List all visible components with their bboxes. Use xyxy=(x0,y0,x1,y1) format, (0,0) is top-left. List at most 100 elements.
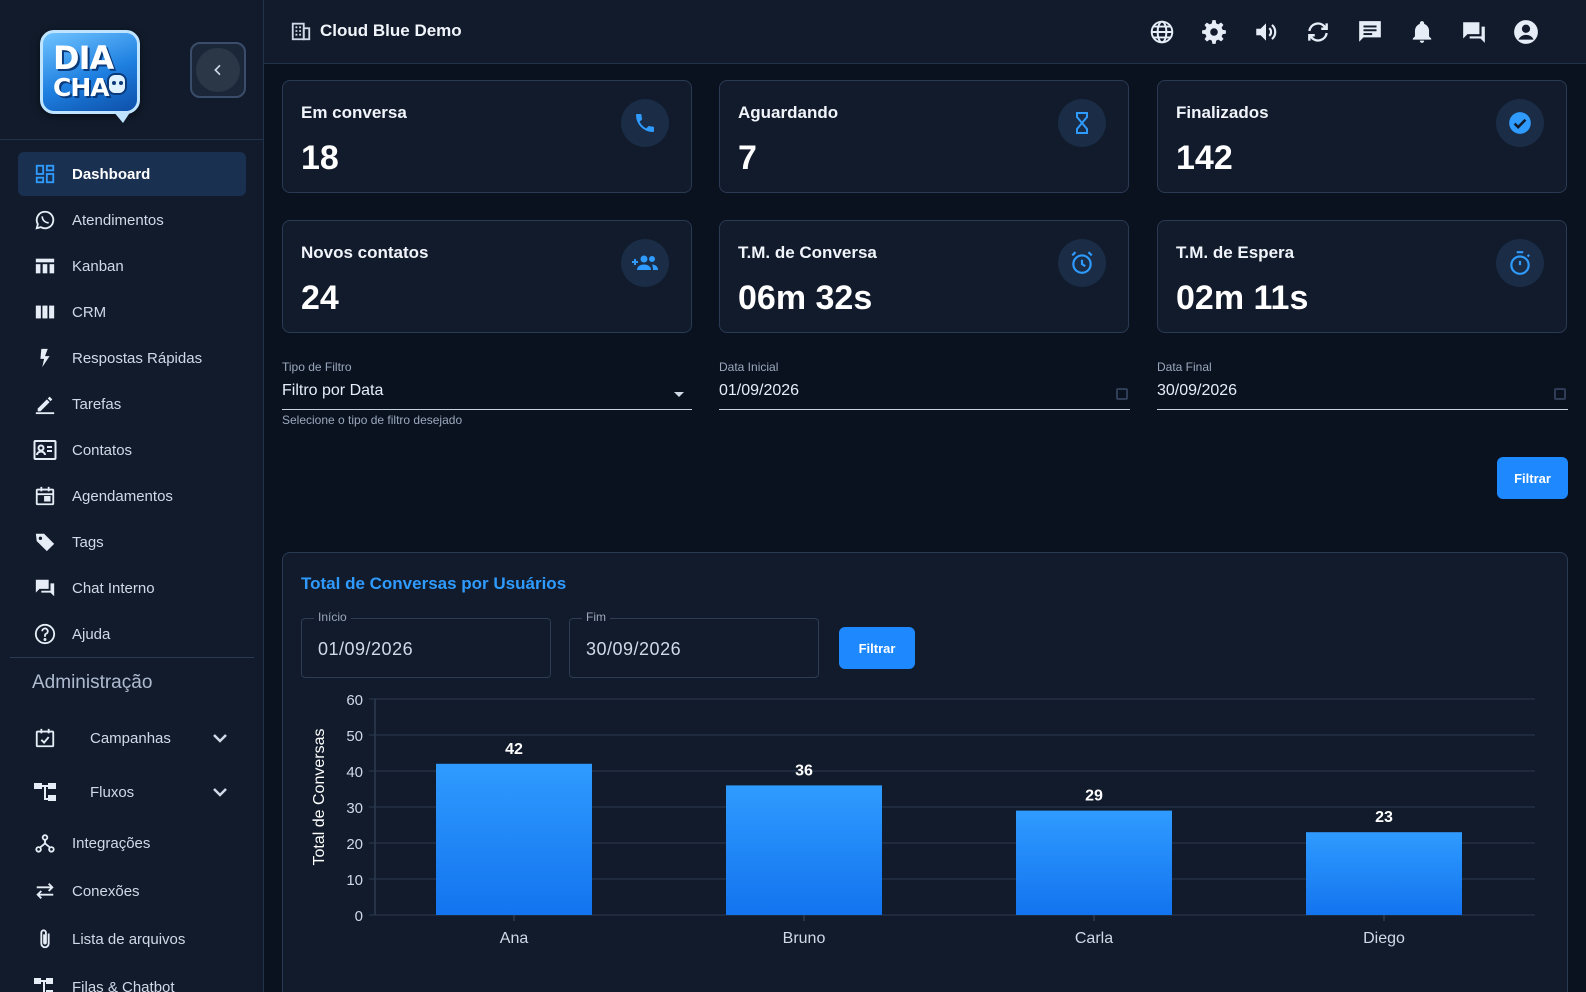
volume-icon[interactable] xyxy=(1250,16,1282,48)
check-circle-icon xyxy=(1496,99,1544,147)
sidebar-item-label: Agendamentos xyxy=(72,487,173,505)
sidebar-item-label: Campanhas xyxy=(90,729,171,747)
sidebar-item-label: CRM xyxy=(72,303,107,321)
integration-icon xyxy=(32,830,58,856)
end-date-value: 30/09/2026 xyxy=(1157,382,1238,399)
y-tick-label: 20 xyxy=(346,836,363,853)
sidebar-item-campanhas[interactable]: Campanhas xyxy=(18,712,246,764)
building-icon xyxy=(291,22,311,41)
sidebar-item-atendimentos[interactable]: Atendimentos xyxy=(18,198,246,242)
card-value: 142 xyxy=(1176,139,1233,177)
bar-value-label: 42 xyxy=(505,741,523,758)
message-icon[interactable] xyxy=(1354,16,1386,48)
dropdown-arrow-icon[interactable] xyxy=(674,392,684,397)
bar-ana[interactable] xyxy=(436,763,592,915)
sidebar-item-integracoes[interactable]: Integrações xyxy=(18,820,246,866)
admin-section-title: Administração xyxy=(32,672,153,693)
start-date-value: 01/09/2026 xyxy=(719,382,800,399)
sidebar-item-fluxos[interactable]: Fluxos xyxy=(18,766,246,818)
sidebar-item-label: Atendimentos xyxy=(72,211,164,229)
help-icon xyxy=(32,621,58,647)
sidebar-item-agendamentos[interactable]: Agendamentos xyxy=(18,474,246,518)
card-label: Aguardando xyxy=(738,103,839,122)
refresh-icon[interactable] xyxy=(1302,16,1334,48)
sidebar-item-ajuda[interactable]: Ajuda xyxy=(18,612,246,656)
sidebar-item-respostas-rapidas[interactable]: Respostas Rápidas xyxy=(18,336,246,380)
card-value: 24 xyxy=(301,279,339,317)
sidebar-item-tags[interactable]: Tags xyxy=(18,520,246,564)
bar-bruno[interactable] xyxy=(726,785,882,915)
collapse-sidebar-button[interactable] xyxy=(190,42,246,98)
flow-icon xyxy=(32,779,58,805)
sidebar-item-label: Dashboard xyxy=(72,165,151,183)
sidebar-item-filas-chatbot[interactable]: Filas & Chatbot xyxy=(18,964,246,992)
calendar-icon xyxy=(32,483,58,509)
chart-end-date-value: 30/09/2026 xyxy=(586,639,682,659)
company-name-text: Cloud Blue Demo xyxy=(320,21,462,40)
sidebar-item-kanban[interactable]: Kanban xyxy=(18,244,246,288)
bar-carla[interactable] xyxy=(1016,810,1172,915)
admin-nav: Campanhas Fluxos Integrações Conexões xyxy=(18,712,246,992)
calendar-picker-icon[interactable] xyxy=(1116,388,1128,400)
chevron-down-icon[interactable] xyxy=(208,726,232,750)
y-tick-label: 30 xyxy=(346,800,363,817)
timer-icon xyxy=(1496,239,1544,287)
chart-panel: Total de Conversas por Usuários Início 0… xyxy=(282,552,1568,992)
connections-icon xyxy=(32,878,58,904)
forum-icon[interactable] xyxy=(1458,16,1490,48)
globe-icon[interactable] xyxy=(1146,16,1178,48)
end-date-label: Data Final xyxy=(1157,360,1212,374)
end-date-field[interactable]: Data Final 30/09/2026 xyxy=(1157,360,1568,410)
start-date-field[interactable]: Data Inicial 01/09/2026 xyxy=(719,360,1130,410)
chart-end-date-field[interactable]: Fim 30/09/2026 xyxy=(569,610,819,678)
sidebar-item-tarefas[interactable]: Tarefas xyxy=(18,382,246,426)
sidebar-item-label: Filas & Chatbot xyxy=(72,978,175,992)
card-tm-espera: T.M. de Espera 02m 11s xyxy=(1157,220,1567,333)
gear-icon[interactable] xyxy=(1198,16,1230,48)
logo-text-top: DIA xyxy=(53,39,114,77)
y-tick-label: 0 xyxy=(355,908,363,925)
campaign-icon xyxy=(32,725,58,751)
card-finalizados: Finalizados 142 xyxy=(1157,80,1567,193)
sidebar-item-conexoes[interactable]: Conexões xyxy=(18,868,246,914)
header-actions xyxy=(1126,16,1542,48)
filter-button[interactable]: Filtrar xyxy=(1497,457,1568,499)
y-tick-label: 60 xyxy=(346,692,363,709)
x-tick-label: Bruno xyxy=(783,930,826,947)
sidebar-item-contatos[interactable]: Contatos xyxy=(18,428,246,472)
card-value: 02m 11s xyxy=(1176,279,1309,317)
company-name: Cloud Blue Demo xyxy=(290,20,462,42)
sidebar-item-label: Fluxos xyxy=(90,783,135,801)
calendar-picker-icon[interactable] xyxy=(1554,388,1566,400)
card-label: Em conversa xyxy=(301,103,407,122)
sidebar-item-chat-interno[interactable]: Chat Interno xyxy=(18,566,246,610)
sidebar-item-lista-arquivos[interactable]: Lista de arquivos xyxy=(18,916,246,962)
card-tm-conversa: T.M. de Conversa 06m 32s xyxy=(719,220,1129,333)
app-logo[interactable]: DIA CHA xyxy=(40,30,140,123)
chart-start-date-field[interactable]: Início 01/09/2026 xyxy=(301,610,551,678)
contacts-icon xyxy=(32,437,58,463)
card-novos-contatos: Novos contatos 24 xyxy=(282,220,692,333)
filter-type-label: Tipo de Filtro xyxy=(282,360,352,374)
sidebar-item-dashboard[interactable]: Dashboard xyxy=(18,152,246,196)
x-tick-label: Carla xyxy=(1075,930,1113,947)
account-icon[interactable] xyxy=(1510,16,1542,48)
filter-type-select[interactable]: Tipo de Filtro Filtro por Data xyxy=(282,360,692,410)
sidebar-item-crm[interactable]: CRM xyxy=(18,290,246,334)
field-underline xyxy=(1157,409,1568,410)
x-tick-label: Diego xyxy=(1363,930,1405,947)
card-label: Finalizados xyxy=(1176,103,1269,122)
pencil-icon xyxy=(32,391,58,417)
bar-diego[interactable] xyxy=(1306,832,1462,915)
tag-icon xyxy=(32,529,58,555)
chevron-left-icon xyxy=(214,64,221,76)
bell-icon[interactable] xyxy=(1406,16,1438,48)
chart-panel-title: Total de Conversas por Usuários xyxy=(301,574,567,593)
y-tick-label: 10 xyxy=(346,872,363,889)
chart-filter-button[interactable]: Filtrar xyxy=(839,627,915,669)
bar-chart: 010203040506042Ana36Bruno29Carla23Diego … xyxy=(311,692,1535,947)
chevron-down-icon[interactable] xyxy=(208,780,232,804)
logo-area: DIA CHA xyxy=(0,0,264,140)
card-value: 7 xyxy=(738,139,757,177)
attachment-icon xyxy=(32,926,58,952)
